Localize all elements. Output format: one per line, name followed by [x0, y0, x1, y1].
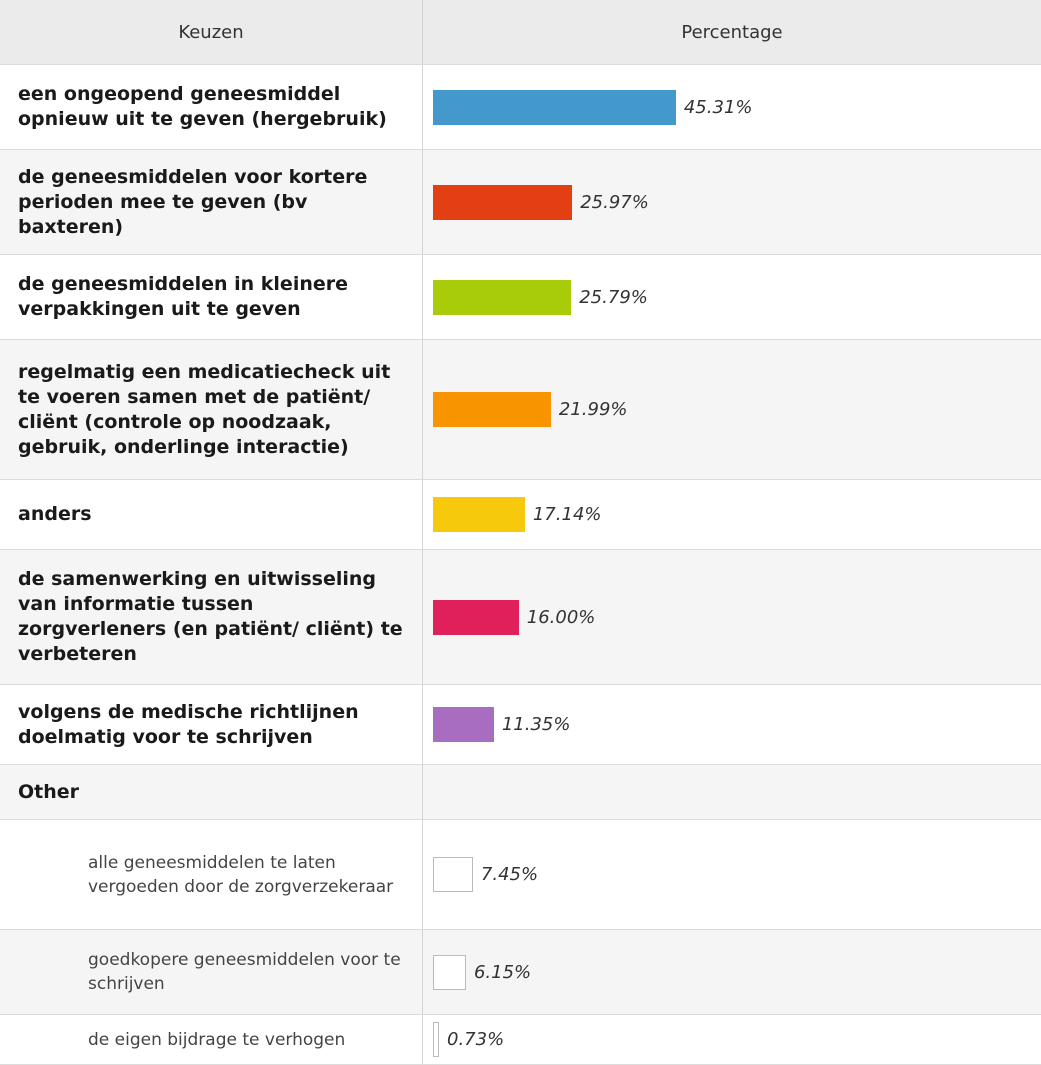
cell-label: Keuzen — [0, 0, 423, 64]
choice-label: de eigen bijdrage te verhogen — [88, 1029, 346, 1050]
column-header: Percentage — [681, 21, 783, 43]
cell-value: 25.97% — [423, 150, 1041, 254]
table-row: Keuzen Percentage — [0, 0, 1041, 65]
choice-label: anders — [18, 503, 92, 525]
bar — [433, 184, 573, 220]
table-row: goedkopere geneesmiddelen voor te schrij… — [0, 930, 1041, 1015]
value-label: 16.00% — [526, 606, 596, 628]
choice-label: regelmatig een medicatiecheck uit te voe… — [18, 360, 391, 458]
choice-label: volgens de medische richtlijnen doelmati… — [18, 700, 359, 748]
table-row: alle geneesmiddelen te laten vergoeden d… — [0, 820, 1041, 930]
value-label: 17.14% — [532, 504, 602, 525]
value-label: 25.97% — [580, 191, 649, 213]
table-row: de geneesmiddelen voor kortere perioden … — [0, 150, 1041, 255]
cell-value: 0.73% — [423, 1015, 1041, 1064]
value-label: 0.73% — [447, 1029, 505, 1050]
cell-value: 16.00% — [423, 550, 1041, 684]
bar — [433, 1022, 439, 1057]
bar — [433, 954, 466, 990]
value-label: 21.99% — [558, 399, 628, 420]
table-row: volgens de medische richtlijnen doelmati… — [0, 685, 1041, 765]
group-label: Other — [18, 780, 80, 803]
table-row: regelmatig een medicatiecheck uit te voe… — [0, 340, 1041, 480]
value-label: 11.35% — [501, 714, 571, 735]
cell-value: 25.79% — [423, 255, 1041, 339]
cell-value: 6.15% — [423, 930, 1041, 1014]
value-label: 25.79% — [579, 286, 648, 308]
value-label: 45.31% — [683, 96, 753, 118]
column-header: Keuzen — [178, 21, 244, 43]
bar — [433, 497, 525, 532]
cell-label: de eigen bijdrage te verhogen — [0, 1015, 423, 1064]
table-row: een ongeopend geneesmiddel opnieuw uit t… — [0, 65, 1041, 150]
bar — [433, 279, 572, 315]
table-row: de geneesmiddelen in kleinere verpakking… — [0, 255, 1041, 340]
table-row: de eigen bijdrage te verhogen 0.73% — [0, 1015, 1041, 1065]
cell-label: regelmatig een medicatiecheck uit te voe… — [0, 340, 423, 479]
choice-label: alle geneesmiddelen te laten vergoeden d… — [88, 852, 394, 897]
value-label: 6.15% — [473, 961, 532, 983]
cell-label: een ongeopend geneesmiddel opnieuw uit t… — [0, 65, 423, 149]
cell-label: volgens de medische richtlijnen doelmati… — [0, 685, 423, 764]
cell-label: goedkopere geneesmiddelen voor te schrij… — [0, 930, 423, 1014]
cell-label: Other — [0, 765, 423, 819]
bar — [433, 89, 676, 125]
cell-value: 45.31% — [423, 65, 1041, 149]
bar — [433, 857, 473, 892]
cell-label: alle geneesmiddelen te laten vergoeden d… — [0, 820, 423, 929]
choice-label: de samenwerking en uitwisseling van info… — [18, 568, 403, 665]
bar — [433, 392, 551, 427]
cell-value: 7.45% — [423, 820, 1041, 929]
cell-label: de samenwerking en uitwisseling van info… — [0, 550, 423, 684]
cell-value: 21.99% — [423, 340, 1041, 479]
table-row: de samenwerking en uitwisseling van info… — [0, 550, 1041, 685]
cell-label: de geneesmiddelen voor kortere perioden … — [0, 150, 423, 254]
choice-label: een ongeopend geneesmiddel opnieuw uit t… — [18, 83, 387, 130]
bar — [433, 707, 494, 742]
cell-value: 11.35% — [423, 685, 1041, 764]
choice-label: goedkopere geneesmiddelen voor te schrij… — [88, 950, 401, 994]
bar — [433, 599, 519, 635]
table-row: Other — [0, 765, 1041, 820]
table-row: anders 17.14% — [0, 480, 1041, 550]
choice-label: de geneesmiddelen voor kortere perioden … — [18, 165, 368, 238]
value-label: 7.45% — [480, 864, 539, 885]
cell-value: Percentage — [423, 0, 1041, 64]
choice-label: de geneesmiddelen in kleinere verpakking… — [18, 273, 349, 320]
cell-label: de geneesmiddelen in kleinere verpakking… — [0, 255, 423, 339]
cell-value — [423, 765, 1041, 819]
cell-value: 17.14% — [423, 480, 1041, 549]
cell-label: anders — [0, 480, 423, 549]
